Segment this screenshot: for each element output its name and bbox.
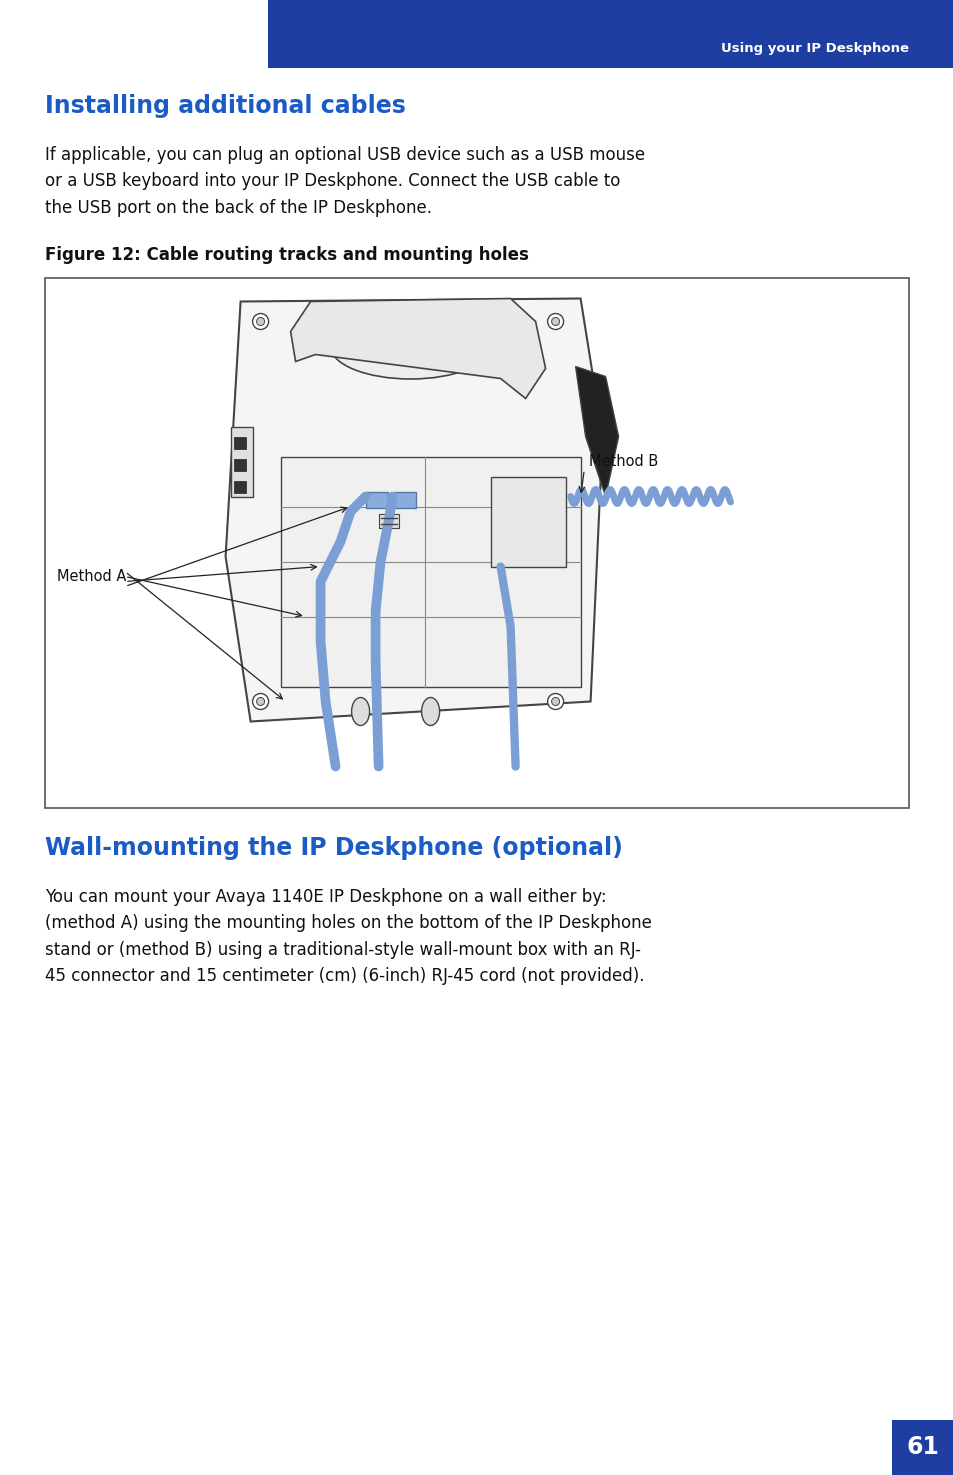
Text: You can mount your Avaya 1140E IP Deskphone on a wall either by:
(method A) usin: You can mount your Avaya 1140E IP Deskph… [45,888,651,985]
Ellipse shape [256,317,264,326]
Polygon shape [225,298,602,721]
Bar [233,437,245,448]
Bar [231,426,253,497]
Bar [45,277,908,808]
Text: Method B: Method B [589,454,658,469]
Ellipse shape [547,693,563,709]
Bar [233,459,245,471]
Bar [233,481,245,493]
Ellipse shape [253,693,269,709]
Bar [365,491,387,507]
Text: If applicable, you can plug an optional USB device such as a USB mouse
or a USB : If applicable, you can plug an optional … [45,146,644,217]
Bar [280,456,580,686]
Polygon shape [575,366,618,497]
Bar [891,1420,953,1475]
Text: Using your IP Deskphone: Using your IP Deskphone [720,43,908,56]
Ellipse shape [551,317,559,326]
Text: Wall-mounting the IP Deskphone (optional): Wall-mounting the IP Deskphone (optional… [45,836,622,860]
Bar [394,491,416,507]
Ellipse shape [547,314,563,329]
Ellipse shape [551,698,559,705]
Text: Figure 12: Cable routing tracks and mounting holes: Figure 12: Cable routing tracks and moun… [45,246,528,264]
Bar [378,513,398,528]
Polygon shape [291,298,545,398]
Bar [490,476,565,566]
Text: 61: 61 [905,1435,939,1459]
Ellipse shape [421,698,439,726]
Bar [0,0,953,68]
Ellipse shape [256,698,264,705]
Bar [0,0,268,68]
Ellipse shape [331,314,490,379]
Text: Installing additional cables: Installing additional cables [45,94,405,118]
Ellipse shape [352,698,369,726]
Ellipse shape [253,314,269,329]
Text: Method A: Method A [57,569,126,584]
